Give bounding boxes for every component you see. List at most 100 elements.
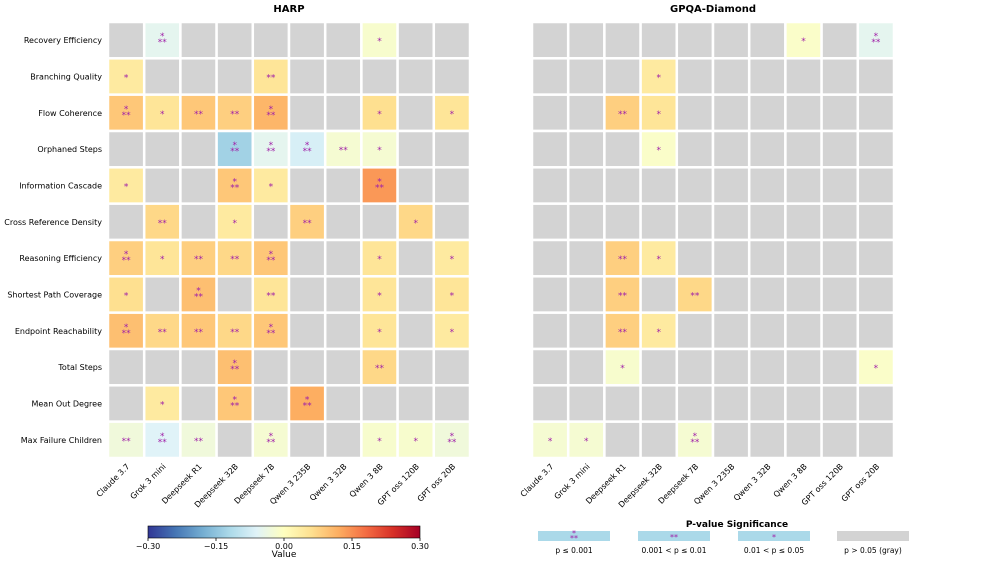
row-label: Orphaned Steps — [37, 145, 102, 154]
significance-marker-star: * — [232, 359, 237, 369]
significance-marker: * — [269, 183, 274, 193]
heatmap-cell — [323, 347, 363, 387]
heatmap-cell — [784, 384, 823, 423]
heatmap-cell — [856, 384, 896, 423]
legend-label: p > 0.05 (gray) — [844, 546, 902, 555]
heatmap-title: GPQA-Diamond — [670, 4, 756, 15]
colorbar-tick-label: −0.30 — [136, 542, 161, 551]
heatmap-cell — [639, 347, 679, 387]
heatmap-cell — [675, 129, 715, 169]
heatmap-cell — [432, 420, 472, 460]
significance-marker: ** — [375, 364, 385, 374]
heatmap-cell — [747, 93, 787, 133]
heatmap-cell — [530, 129, 570, 169]
significance-marker-star: * — [196, 287, 201, 297]
significance-marker: ** — [690, 292, 700, 302]
heatmap-cell — [675, 57, 715, 96]
column-label: GPT oss 20B — [416, 462, 458, 504]
significance-marker-star: * — [232, 178, 237, 188]
heatmap-cell — [711, 129, 751, 169]
legend-marker: * — [772, 533, 776, 542]
significance-marker-stars: ** — [122, 329, 132, 339]
legend-title: P-value Significance — [686, 520, 788, 530]
heatmap-cell — [820, 238, 860, 278]
heatmap-cell — [106, 129, 146, 169]
heatmap-cell — [639, 202, 679, 242]
heatmap-cell — [603, 384, 642, 423]
significance-marker: ** — [339, 146, 349, 156]
heatmap-cell — [675, 384, 715, 423]
heatmap-cell — [639, 129, 679, 169]
heatmap-cell — [432, 20, 472, 60]
heatmap-cell — [106, 384, 146, 423]
heatmap-cell — [179, 57, 218, 96]
heatmap-cell — [323, 420, 363, 460]
heatmap-cell — [566, 93, 606, 133]
significance-marker-stars: ** — [266, 256, 276, 266]
heatmap-cell — [639, 20, 679, 60]
heatmap-cell — [142, 166, 182, 205]
heatmap-cell — [106, 166, 146, 205]
heatmap-cell — [675, 202, 715, 242]
heatmap-cell — [530, 275, 570, 314]
column-label: Qwen 3 32B — [308, 462, 349, 503]
heatmap-cell — [360, 420, 399, 460]
heatmap-cell — [675, 347, 715, 387]
column-label: Grok 3 mini — [553, 462, 592, 501]
heatmap-cell — [856, 311, 896, 351]
heatmap-cell — [179, 384, 218, 423]
significance-marker: * — [124, 183, 129, 193]
heatmap-cell — [215, 57, 255, 96]
heatmap-cell — [603, 166, 642, 205]
heatmap-cell — [566, 202, 606, 242]
heatmap-cell — [432, 384, 472, 423]
significance-marker-star: * — [305, 396, 310, 406]
significance-marker: ** — [618, 255, 628, 265]
heatmap-cell — [287, 238, 327, 278]
significance-marker: ** — [266, 74, 276, 84]
heatmap-cell — [675, 93, 715, 133]
row-label: Shortest Path Coverage — [7, 291, 102, 300]
heatmap-cell — [639, 238, 679, 278]
significance-marker-stars: ** — [158, 438, 168, 448]
heatmap-cell — [287, 57, 327, 96]
heatmap-cell — [784, 57, 823, 96]
significance-marker: * — [450, 292, 455, 302]
heatmap-cell — [287, 93, 327, 133]
significance-marker: * — [584, 437, 589, 447]
heatmap-cell — [179, 166, 218, 205]
significance-marker: ** — [158, 219, 168, 229]
heatmap-cell — [530, 20, 570, 60]
significance-marker: * — [377, 146, 382, 156]
heatmap-cell — [530, 57, 570, 96]
heatmap-cell — [747, 57, 787, 96]
significance-marker-star: * — [124, 250, 129, 260]
heatmap-cell — [856, 57, 896, 96]
heatmap-cell — [747, 202, 787, 242]
heatmap-cell — [639, 166, 679, 205]
heatmap-cell — [856, 166, 896, 205]
significance-marker-stars: ** — [122, 256, 132, 266]
heatmap-cell — [747, 166, 787, 205]
colorbar-tick-label: 0.00 — [275, 542, 293, 551]
significance-marker-stars: ** — [690, 438, 700, 448]
significance-marker: * — [377, 437, 382, 447]
heatmap-cell — [820, 20, 860, 60]
colorbar-label: Value — [272, 550, 297, 560]
heatmap-cell — [323, 275, 363, 314]
heatmap-cell — [820, 166, 860, 205]
significance-marker: * — [160, 255, 165, 265]
significance-marker-star: * — [124, 105, 129, 115]
heatmap-cell — [360, 202, 399, 242]
heatmap-cell — [566, 275, 606, 314]
heatmap-cell — [784, 129, 823, 169]
significance-marker-star: * — [874, 32, 879, 42]
heatmap-cell — [530, 384, 570, 423]
significance-marker: * — [377, 328, 382, 338]
heatmap-cell — [287, 420, 327, 460]
heatmap-cell — [784, 311, 823, 351]
heatmap-cell — [711, 202, 751, 242]
significance-marker: ** — [158, 328, 168, 338]
heatmap-cell — [784, 347, 823, 387]
heatmap-cell — [820, 420, 860, 460]
